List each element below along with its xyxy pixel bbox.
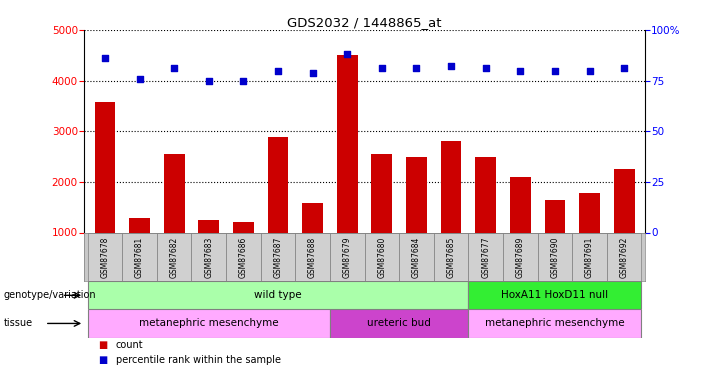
Bar — [302, 203, 323, 283]
Bar — [572, 232, 607, 281]
Bar — [191, 232, 226, 281]
Text: GSM87688: GSM87688 — [308, 236, 317, 278]
Bar — [372, 153, 393, 283]
Text: GSM87678: GSM87678 — [100, 236, 109, 278]
Text: GSM87684: GSM87684 — [412, 236, 421, 278]
Bar — [579, 193, 600, 283]
Point — [134, 76, 145, 82]
Text: wild type: wild type — [254, 290, 302, 300]
Text: GSM87683: GSM87683 — [204, 236, 213, 278]
Point — [618, 66, 629, 72]
Text: GSM87691: GSM87691 — [585, 236, 594, 278]
Bar — [468, 232, 503, 281]
Text: count: count — [116, 340, 143, 350]
Title: GDS2032 / 1448865_at: GDS2032 / 1448865_at — [287, 16, 442, 29]
Text: GSM87680: GSM87680 — [377, 236, 386, 278]
Bar — [268, 137, 288, 283]
Bar — [164, 153, 184, 283]
Bar — [88, 309, 330, 338]
Point — [307, 69, 318, 75]
Text: ■: ■ — [98, 340, 107, 350]
Bar — [198, 220, 219, 283]
Text: GSM87692: GSM87692 — [620, 236, 629, 278]
Point — [515, 68, 526, 74]
Point — [376, 66, 388, 72]
Point — [445, 63, 456, 69]
Bar — [233, 222, 254, 283]
Text: GSM87686: GSM87686 — [239, 236, 248, 278]
Bar — [157, 232, 191, 281]
Bar — [365, 232, 399, 281]
Bar — [607, 232, 641, 281]
Bar — [434, 232, 468, 281]
Bar — [406, 157, 427, 283]
Bar — [510, 177, 531, 283]
Text: metanephric mesenchyme: metanephric mesenchyme — [139, 318, 278, 328]
Text: GSM87689: GSM87689 — [516, 236, 525, 278]
Text: percentile rank within the sample: percentile rank within the sample — [116, 355, 280, 365]
Point — [238, 78, 249, 84]
Bar — [95, 102, 115, 283]
Bar — [88, 281, 468, 309]
Point — [480, 66, 491, 72]
Bar — [503, 232, 538, 281]
Bar — [330, 232, 365, 281]
Bar — [468, 281, 641, 309]
Point — [203, 78, 215, 84]
Bar — [330, 309, 468, 338]
Point — [550, 68, 561, 74]
Text: tissue: tissue — [4, 318, 33, 328]
Bar — [336, 56, 358, 283]
Text: GSM87690: GSM87690 — [550, 236, 559, 278]
Point — [168, 66, 179, 72]
Bar — [399, 232, 434, 281]
Bar — [538, 232, 572, 281]
Bar — [295, 232, 330, 281]
Text: ureteric bud: ureteric bud — [367, 318, 431, 328]
Text: metanephric mesenchyme: metanephric mesenchyme — [485, 318, 625, 328]
Point — [273, 68, 284, 74]
Bar — [261, 232, 295, 281]
Text: GSM87687: GSM87687 — [273, 236, 283, 278]
Text: GSM87677: GSM87677 — [481, 236, 490, 278]
Point — [100, 56, 111, 62]
Bar — [614, 169, 634, 283]
Text: HoxA11 HoxD11 null: HoxA11 HoxD11 null — [501, 290, 608, 300]
Bar — [129, 218, 150, 283]
Text: genotype/variation: genotype/variation — [4, 290, 96, 300]
Bar — [122, 232, 157, 281]
Bar — [88, 232, 122, 281]
Bar — [468, 309, 641, 338]
Point — [411, 66, 422, 72]
Bar — [545, 200, 565, 283]
Text: ■: ■ — [98, 355, 107, 365]
Text: GSM87681: GSM87681 — [135, 236, 144, 278]
Text: GSM87679: GSM87679 — [343, 236, 352, 278]
Bar — [475, 157, 496, 283]
Text: GSM87685: GSM87685 — [447, 236, 456, 278]
Point — [584, 68, 595, 74]
Bar — [441, 141, 461, 283]
Bar — [226, 232, 261, 281]
Text: GSM87682: GSM87682 — [170, 236, 179, 278]
Point — [341, 51, 353, 57]
